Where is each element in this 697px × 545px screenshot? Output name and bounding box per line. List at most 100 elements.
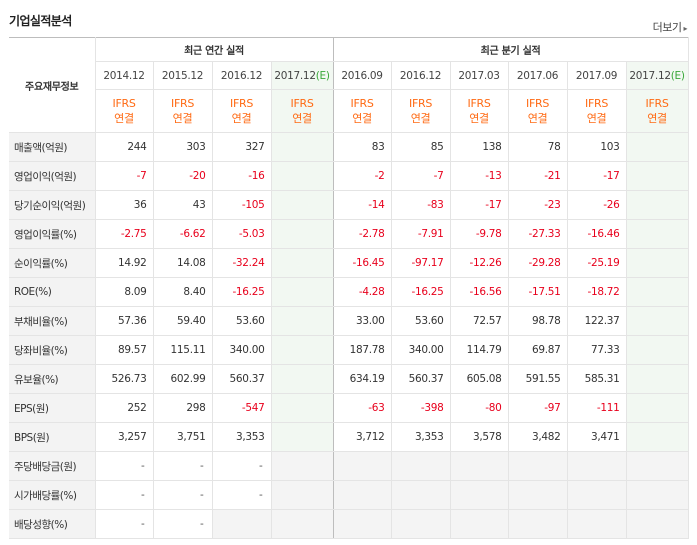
basis-header: IFRS 연결 [626, 89, 689, 133]
table-cell [626, 161, 689, 191]
table-cell [333, 480, 392, 510]
table-cell: -5.03 [212, 219, 272, 249]
basis-scope: 연결 [172, 112, 193, 125]
row-label: 배당성향(%) [9, 509, 96, 539]
table-cell [450, 451, 509, 481]
table-cell: 122.37 [567, 306, 627, 336]
table-cell: 340.00 [212, 335, 272, 365]
table-cell: 89.57 [95, 335, 154, 365]
table-row: 부채비율(%) 57.36 59.40 53.60 33.00 53.60 72.57 98.… [9, 306, 689, 336]
table-row: 영업이익률(%) -2.75 -6.62 -5.03 -2.78 -7.91 -9.78 -2… [9, 219, 689, 249]
table-cell [271, 393, 334, 423]
period-label: 2016.12 [220, 69, 263, 82]
period-label: 2016.09 [341, 69, 383, 82]
table-cell: 43 [153, 190, 213, 220]
table-row: 유보율(%) 526.73 602.99 560.37 634.19 560.37 605.… [9, 364, 689, 394]
table-cell [271, 451, 334, 481]
table-cell: -97.17 [391, 248, 451, 278]
table-cell [271, 190, 334, 220]
basis-header: IFRS 연결 [450, 89, 509, 133]
table-cell: 78 [508, 132, 568, 162]
table-cell: -21 [508, 161, 568, 191]
table-cell [508, 509, 568, 539]
row-label: 영업이익(억원) [9, 161, 96, 191]
table-cell: -23 [508, 190, 568, 220]
table-cell: -63 [333, 393, 392, 423]
table-cell [626, 393, 689, 423]
basis-header: IFRS 연결 [333, 89, 392, 133]
table-cell: -25.19 [567, 248, 627, 278]
table-cell: -4.28 [333, 277, 392, 307]
table-cell: 103 [567, 132, 627, 162]
table-cell: -14 [333, 190, 392, 220]
more-link[interactable]: 더보기 ▸ [653, 19, 688, 35]
basis-standard: IFRS [645, 97, 669, 110]
table-cell: 244 [95, 132, 154, 162]
table-cell: 83 [333, 132, 392, 162]
table-cell: -7.91 [391, 219, 451, 249]
table-cell: - [153, 509, 213, 539]
basis-scope: 연결 [114, 112, 134, 125]
table-row: BPS(원) 3,257 3,751 3,353 3,712 3,353 3,578 3,48… [9, 422, 689, 452]
table-row: 영업이익(억원) -7 -20 -16 -2 -7 -13 -21 -17 [9, 161, 689, 191]
table-cell: 98.78 [508, 306, 568, 336]
table-cell [450, 480, 509, 510]
table-cell: 585.31 [567, 364, 627, 394]
row-label: 주당배당금(원) [9, 451, 96, 481]
table-cell: 36 [95, 190, 154, 220]
table-cell [626, 219, 689, 249]
table-row: 배당성향(%) - - [9, 509, 689, 539]
table-cell [567, 509, 627, 539]
table-cell: 115.11 [153, 335, 213, 365]
basis-standard: IFRS [526, 97, 550, 110]
basis-header: IFRS 연결 [212, 89, 272, 133]
table-cell: -398 [391, 393, 451, 423]
table-cell: -27.33 [508, 219, 568, 249]
table-cell: - [212, 480, 272, 510]
estimate-marker: (E) [315, 69, 330, 82]
table-cell [450, 509, 509, 539]
table-cell: 560.37 [391, 364, 451, 394]
basis-scope: 연결 [410, 112, 431, 125]
row-label: 유보율(%) [9, 364, 96, 394]
period-header: 2017.06 [508, 61, 568, 90]
chevron-right-icon: ▸ [683, 24, 687, 33]
table-cell [271, 219, 334, 249]
table-cell: 3,471 [567, 422, 627, 452]
table-cell: 77.33 [567, 335, 627, 365]
table-cell: -7 [95, 161, 154, 191]
table-cell: 53.60 [391, 306, 451, 336]
row-label: BPS(원) [9, 422, 96, 452]
row-label: 매출액(억원) [9, 132, 96, 162]
table-row: 당기순이익(억원) 36 43 -105 -14 -83 -17 -23 -26 [9, 190, 689, 220]
table-cell [271, 364, 334, 394]
basis-header: IFRS 연결 [567, 89, 627, 133]
row-label: ROE(%) [9, 277, 96, 307]
row-label: 부채비율(%) [9, 306, 96, 336]
table-row: 주당배당금(원) - - - [9, 451, 689, 481]
basis-header: IFRS 연결 [153, 89, 213, 133]
table-cell: 33.00 [333, 306, 392, 336]
basis-header: IFRS 연결 [391, 89, 451, 133]
table-cell: 14.08 [153, 248, 213, 278]
table-cell [271, 509, 334, 539]
basis-header: IFRS 연결 [95, 89, 154, 133]
basis-standard: IFRS [112, 97, 136, 110]
table-cell [626, 132, 689, 162]
basis-scope: 연결 [647, 112, 667, 125]
table-cell: -13 [450, 161, 509, 191]
basis-scope: 연결 [586, 112, 607, 125]
financial-table: 주요재무정보 최근 연간 실적 최근 분기 실적 2014.12 2015.12 2… [9, 37, 689, 539]
table-cell: 602.99 [153, 364, 213, 394]
basis-standard: IFRS [409, 97, 433, 110]
period-header: 2016.12 [391, 61, 451, 90]
table-cell: - [153, 451, 213, 481]
basis-scope: 연결 [352, 112, 372, 125]
table-cell: -2.75 [95, 219, 154, 249]
table-cell: 3,482 [508, 422, 568, 452]
table-cell [626, 451, 689, 481]
table-cell: 8.09 [95, 277, 154, 307]
period-header: 2017.03 [450, 61, 509, 90]
table-cell [271, 335, 334, 365]
table-cell: 591.55 [508, 364, 568, 394]
